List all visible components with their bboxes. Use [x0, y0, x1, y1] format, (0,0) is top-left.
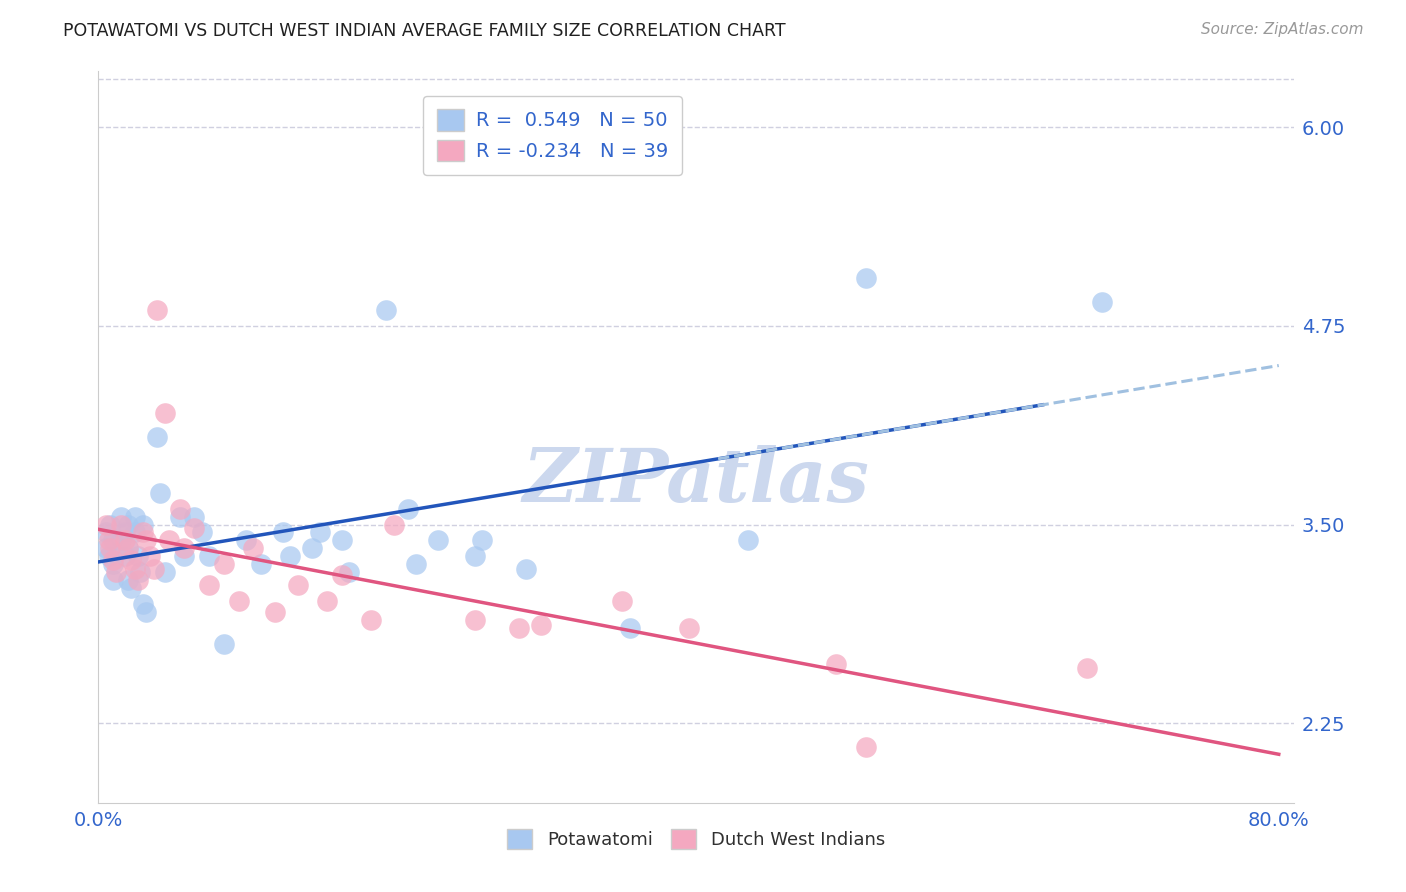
Point [101, 552, 124, 566]
Point [173, 549, 195, 564]
Point [278, 549, 301, 564]
Point [120, 552, 142, 566]
Point [301, 541, 323, 556]
Point [271, 525, 294, 540]
Point [97, 549, 120, 564]
Point [464, 549, 486, 564]
Point [135, 533, 157, 548]
Point [330, 533, 353, 548]
Point [183, 509, 205, 524]
Point [101, 558, 124, 572]
Point [110, 533, 132, 548]
Point [101, 533, 124, 548]
Point [1076, 660, 1098, 674]
Point [375, 302, 398, 317]
Point [242, 541, 264, 556]
Point [117, 517, 139, 532]
Text: ZIPatlas: ZIPatlas [523, 445, 869, 517]
Point [173, 541, 195, 556]
Point [105, 566, 128, 580]
Legend: Potawatomi, Dutch West Indians: Potawatomi, Dutch West Indians [501, 822, 891, 856]
Point [360, 613, 382, 627]
Point [120, 581, 142, 595]
Point [114, 549, 136, 564]
Point [131, 517, 153, 532]
Point [855, 740, 877, 755]
Point [117, 573, 139, 587]
Point [198, 549, 221, 564]
Point [508, 621, 530, 635]
Point [101, 573, 124, 587]
Point [678, 621, 700, 635]
Point [98, 517, 121, 532]
Point [124, 562, 146, 576]
Point [855, 271, 877, 285]
Point [737, 533, 759, 548]
Point [146, 430, 169, 444]
Point [825, 657, 848, 672]
Point [249, 558, 271, 572]
Point [114, 533, 136, 548]
Point [471, 533, 494, 548]
Point [169, 501, 191, 516]
Point [149, 485, 172, 500]
Point [124, 525, 146, 540]
Point [612, 594, 634, 608]
Point [98, 541, 121, 556]
Point [330, 568, 353, 582]
Point [153, 406, 176, 420]
Point [426, 533, 449, 548]
Point [97, 533, 120, 548]
Point [110, 509, 132, 524]
Point [110, 517, 132, 532]
Point [183, 521, 205, 535]
Point [1091, 294, 1114, 309]
Point [146, 302, 169, 317]
Point [131, 597, 153, 611]
Point [127, 549, 149, 564]
Point [619, 621, 641, 635]
Point [228, 594, 250, 608]
Point [530, 617, 553, 632]
Point [139, 549, 162, 564]
Point [153, 566, 176, 580]
Point [124, 509, 146, 524]
Point [117, 541, 139, 556]
Point [94, 517, 117, 532]
Point [157, 533, 180, 548]
Point [287, 578, 309, 592]
Point [169, 509, 191, 524]
Point [190, 525, 212, 540]
Point [127, 573, 149, 587]
Point [94, 541, 117, 556]
Point [143, 562, 166, 576]
Point [128, 566, 150, 580]
Point [117, 541, 139, 556]
Point [131, 525, 153, 540]
Point [212, 558, 235, 572]
Point [337, 566, 360, 580]
Text: POTAWATOMI VS DUTCH WEST INDIAN AVERAGE FAMILY SIZE CORRELATION CHART: POTAWATOMI VS DUTCH WEST INDIAN AVERAGE … [63, 22, 786, 40]
Point [464, 613, 486, 627]
Point [405, 558, 427, 572]
Point [235, 533, 257, 548]
Point [515, 562, 537, 576]
Point [264, 605, 287, 619]
Point [382, 517, 405, 532]
Point [396, 501, 419, 516]
Point [212, 637, 235, 651]
Point [308, 525, 330, 540]
Point [135, 605, 157, 619]
Point [198, 578, 221, 592]
Text: Source: ZipAtlas.com: Source: ZipAtlas.com [1201, 22, 1364, 37]
Point [316, 594, 339, 608]
Point [114, 525, 136, 540]
Point [94, 525, 117, 540]
